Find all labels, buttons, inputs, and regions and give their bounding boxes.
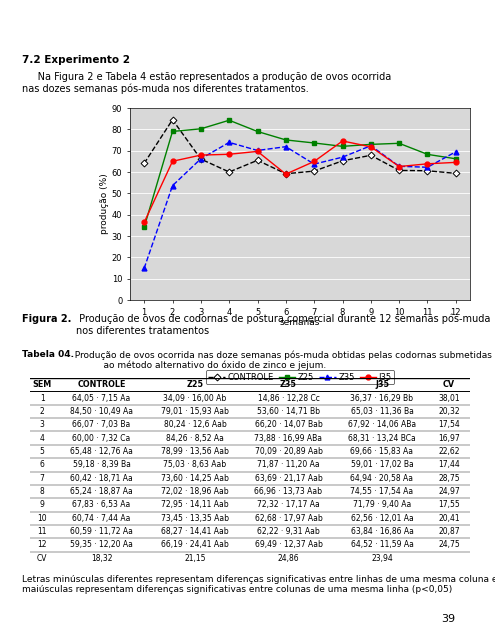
Text: 73,45 · 13,35 Aab: 73,45 · 13,35 Aab <box>161 514 229 523</box>
Text: 17,54: 17,54 <box>438 420 460 429</box>
Text: 3: 3 <box>40 420 45 429</box>
Text: 70,09 · 20,89 Aab: 70,09 · 20,89 Aab <box>254 447 322 456</box>
Text: 36,37 · 16,29 Bb: 36,37 · 16,29 Bb <box>350 394 413 403</box>
Text: 11: 11 <box>37 527 47 536</box>
Text: 28,75: 28,75 <box>438 474 460 483</box>
Text: 62,68 · 17,97 Aab: 62,68 · 17,97 Aab <box>254 514 322 523</box>
Text: 24,86: 24,86 <box>278 554 299 563</box>
Text: 7: 7 <box>40 474 45 483</box>
Text: 66,96 · 13,73 Aab: 66,96 · 13,73 Aab <box>254 487 323 496</box>
Text: Figura 2.: Figura 2. <box>22 314 72 324</box>
Text: 7.2 Experimento 2: 7.2 Experimento 2 <box>22 55 130 65</box>
Text: 4: 4 <box>40 434 45 443</box>
Text: 12: 12 <box>37 540 47 550</box>
Text: 78,99 · 13,56 Aab: 78,99 · 13,56 Aab <box>161 447 229 456</box>
Text: 84,50 · 10,49 Aa: 84,50 · 10,49 Aa <box>70 407 133 416</box>
Text: 72,02 · 18,96 Aab: 72,02 · 18,96 Aab <box>161 487 229 496</box>
Text: 67,83 · 6,53 Aa: 67,83 · 6,53 Aa <box>72 500 131 509</box>
Text: 73,88 · 16,99 ABa: 73,88 · 16,99 ABa <box>254 434 323 443</box>
Text: 64,94 · 20,58 Aa: 64,94 · 20,58 Aa <box>350 474 413 483</box>
Text: 69,49 · 12,37 Aab: 69,49 · 12,37 Aab <box>254 540 322 550</box>
Text: 60,42 · 18,71 Aa: 60,42 · 18,71 Aa <box>70 474 133 483</box>
Y-axis label: produção (%): produção (%) <box>100 173 109 234</box>
Text: CV: CV <box>443 380 455 389</box>
Text: 21,15: 21,15 <box>184 554 206 563</box>
Text: 39: 39 <box>441 614 455 624</box>
Text: 17,55: 17,55 <box>438 500 460 509</box>
Text: 67,92 · 14,06 ABa: 67,92 · 14,06 ABa <box>348 420 416 429</box>
Text: 73,60 · 14,25 Aab: 73,60 · 14,25 Aab <box>161 474 229 483</box>
Text: 66,07 · 7,03 Ba: 66,07 · 7,03 Ba <box>72 420 131 429</box>
Text: 24,75: 24,75 <box>438 540 460 550</box>
Text: 9: 9 <box>40 500 45 509</box>
Text: 5: 5 <box>40 447 45 456</box>
Text: 68,31 · 13,24 BCa: 68,31 · 13,24 BCa <box>348 434 416 443</box>
Text: 17,44: 17,44 <box>438 460 460 469</box>
Text: 75,03 · 8,63 Aab: 75,03 · 8,63 Aab <box>163 460 227 469</box>
Text: Produção de ovos de codornas de postura comercial durante 12 semanas pós-muda
no: Produção de ovos de codornas de postura … <box>76 314 490 336</box>
Text: Letras minúsculas diferentes representam diferenças significativas entre linhas : Letras minúsculas diferentes representam… <box>22 575 495 595</box>
Text: 24,97: 24,97 <box>438 487 460 496</box>
X-axis label: semanas: semanas <box>280 318 320 327</box>
Text: 64,52 · 11,59 Aa: 64,52 · 11,59 Aa <box>350 540 413 550</box>
Text: 18,32: 18,32 <box>91 554 112 563</box>
Text: J35: J35 <box>375 380 389 389</box>
Text: Produção de ovos ocorrida nas doze semanas pós-muda obtidas pelas codornas subme: Produção de ovos ocorrida nas doze seman… <box>69 350 492 371</box>
Text: 53,60 · 14,71 Bb: 53,60 · 14,71 Bb <box>257 407 320 416</box>
Text: 20,87: 20,87 <box>438 527 460 536</box>
Text: 38,01: 38,01 <box>438 394 460 403</box>
Text: 62,56 · 12,01 Aa: 62,56 · 12,01 Aa <box>350 514 413 523</box>
Text: 63,84 · 16,86 Aa: 63,84 · 16,86 Aa <box>350 527 413 536</box>
Text: 64,05 · 7,15 Aa: 64,05 · 7,15 Aa <box>72 394 131 403</box>
Text: 22,62: 22,62 <box>439 447 460 456</box>
Text: 23,94: 23,94 <box>371 554 393 563</box>
Text: CONTROLE: CONTROLE <box>77 380 126 389</box>
Text: Tabela 04.: Tabela 04. <box>22 350 74 359</box>
Text: 71,87 · 11,20 Aa: 71,87 · 11,20 Aa <box>257 460 320 469</box>
Legend: CONTROLE, Z25, Z35, J35: CONTROLE, Z25, Z35, J35 <box>205 370 395 384</box>
Text: 59,35 · 12,20 Aa: 59,35 · 12,20 Aa <box>70 540 133 550</box>
Text: 59,18 · 8,39 Ba: 59,18 · 8,39 Ba <box>73 460 131 469</box>
Text: 66,20 · 14,07 Bab: 66,20 · 14,07 Bab <box>254 420 322 429</box>
Text: 62,22 · 9,31 Aab: 62,22 · 9,31 Aab <box>257 527 320 536</box>
Text: Na Figura 2 e Tabela 4 estão representados a produção de ovos ocorrida: Na Figura 2 e Tabela 4 estão representad… <box>22 72 392 82</box>
Text: 34,09 · 16,00 Ab: 34,09 · 16,00 Ab <box>163 394 227 403</box>
Text: 66,19 · 24,41 Aab: 66,19 · 24,41 Aab <box>161 540 229 550</box>
Text: Z35: Z35 <box>280 380 297 389</box>
Text: 60,59 · 11,72 Aa: 60,59 · 11,72 Aa <box>70 527 133 536</box>
Text: 6: 6 <box>40 460 45 469</box>
Text: 65,24 · 18,87 Aa: 65,24 · 18,87 Aa <box>70 487 133 496</box>
Text: 16,97: 16,97 <box>438 434 460 443</box>
Text: SEM: SEM <box>33 380 51 389</box>
Text: nas dozes semanas pós-muda nos diferentes tratamentos.: nas dozes semanas pós-muda nos diferente… <box>22 84 309 95</box>
Text: 60,00 · 7,32 Ca: 60,00 · 7,32 Ca <box>72 434 131 443</box>
Text: 80,24 · 12,6 Aab: 80,24 · 12,6 Aab <box>164 420 226 429</box>
Text: 74,55 · 17,54 Aa: 74,55 · 17,54 Aa <box>350 487 413 496</box>
Text: 71,79 · 9,40 Aa: 71,79 · 9,40 Aa <box>353 500 411 509</box>
Text: 1: 1 <box>40 394 45 403</box>
Text: 72,95 · 14,11 Aab: 72,95 · 14,11 Aab <box>161 500 229 509</box>
Text: 20,32: 20,32 <box>438 407 460 416</box>
Text: 68,27 · 14,41 Aab: 68,27 · 14,41 Aab <box>161 527 229 536</box>
Text: 10: 10 <box>37 514 47 523</box>
Text: 65,48 · 12,76 Aa: 65,48 · 12,76 Aa <box>70 447 133 456</box>
Text: 63,69 · 21,17 Aab: 63,69 · 21,17 Aab <box>254 474 322 483</box>
Text: 72,32 · 17,17 Aa: 72,32 · 17,17 Aa <box>257 500 320 509</box>
Text: 84,26 · 8,52 Aa: 84,26 · 8,52 Aa <box>166 434 224 443</box>
Text: Z25: Z25 <box>187 380 203 389</box>
Text: 69,66 · 15,83 Aa: 69,66 · 15,83 Aa <box>350 447 413 456</box>
Text: 20,41: 20,41 <box>438 514 460 523</box>
Text: 8: 8 <box>40 487 45 496</box>
Text: 2: 2 <box>40 407 45 416</box>
Text: 14,86 · 12,28 Cc: 14,86 · 12,28 Cc <box>257 394 319 403</box>
Text: 65,03 · 11,36 Ba: 65,03 · 11,36 Ba <box>350 407 413 416</box>
Text: CV: CV <box>37 554 48 563</box>
Text: 79,01 · 15,93 Aab: 79,01 · 15,93 Aab <box>161 407 229 416</box>
Text: 60,74 · 7,44 Aa: 60,74 · 7,44 Aa <box>72 514 131 523</box>
Text: 59,01 · 17,02 Ba: 59,01 · 17,02 Ba <box>350 460 413 469</box>
